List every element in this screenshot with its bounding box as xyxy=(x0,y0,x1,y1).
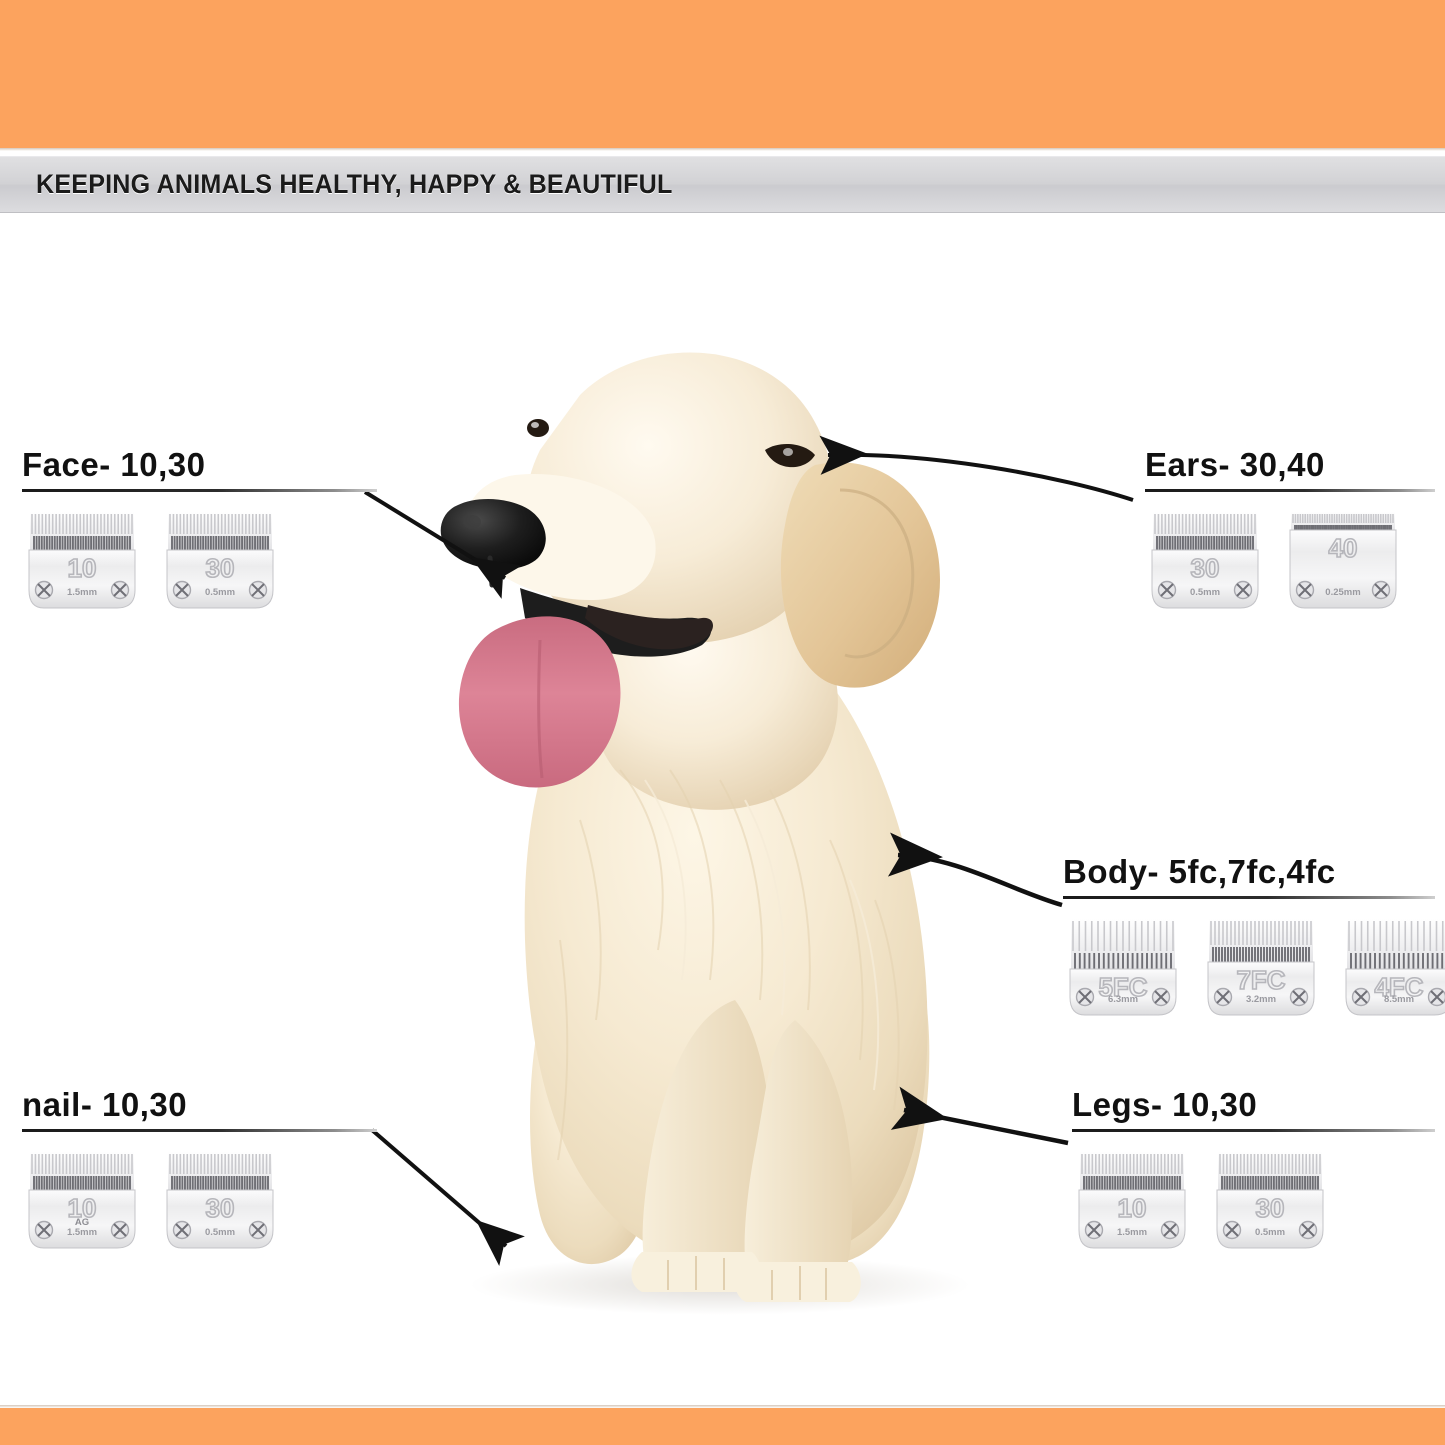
group-face-rule xyxy=(22,488,377,492)
blade-face-30: 30 0.5mm xyxy=(160,508,280,612)
svg-text:40: 40 xyxy=(1329,533,1358,563)
group-body-rule xyxy=(1063,895,1435,899)
top-orange-banner xyxy=(0,0,1445,148)
blade-ears-40: 40 0.25mm xyxy=(1283,508,1403,612)
svg-text:30: 30 xyxy=(1191,553,1220,583)
blade-nail-10: 10 AG 1.5mm xyxy=(22,1148,142,1252)
svg-text:10: 10 xyxy=(1118,1193,1147,1223)
blade-body-5fc: 5FC 6.3mm xyxy=(1063,915,1183,1019)
group-body-blades: 5FC 6.3mm 7FC 3.2mm xyxy=(1063,915,1445,1019)
group-nail-blades: 10 AG 1.5mm 30 0.5mm xyxy=(22,1148,377,1252)
group-ears-title: Ears- 30,40 xyxy=(1145,446,1325,483)
dog-photo xyxy=(420,300,990,1320)
blade-ears-30: 30 0.5mm xyxy=(1145,508,1265,612)
group-legs-blades: 10 1.5mm 30 0.5mm xyxy=(1072,1148,1435,1252)
blade-nail-30: 30 0.5mm xyxy=(160,1148,280,1252)
svg-text:1.5mm: 1.5mm xyxy=(67,587,97,598)
svg-text:3.2mm: 3.2mm xyxy=(1246,994,1276,1005)
svg-text:4FC: 4FC xyxy=(1374,972,1423,1002)
bottom-banner-shadow xyxy=(0,1405,1445,1408)
group-legs-title: Legs- 10,30 xyxy=(1072,1086,1258,1123)
group-face-title: Face- 10,30 xyxy=(22,446,206,483)
group-body: Body- 5fc,7fc,4fc 5FC 6.3mm xyxy=(1063,853,1445,1019)
svg-text:10: 10 xyxy=(68,553,97,583)
svg-text:0.5mm: 0.5mm xyxy=(1255,1227,1285,1238)
svg-text:5FC: 5FC xyxy=(1098,972,1147,1002)
blade-body-4fc: 4FC 8.5mm xyxy=(1339,915,1445,1019)
blade-legs-10: 10 1.5mm xyxy=(1072,1148,1192,1252)
group-nail: nail- 10,30 10 AG 1.5mm xyxy=(22,1086,377,1252)
group-nail-rule xyxy=(22,1128,377,1132)
blade-face-10: 10 1.5mm xyxy=(22,508,142,612)
bottom-orange-banner xyxy=(0,1408,1445,1445)
group-face: Face- 10,30 10 1.5mm xyxy=(22,446,377,612)
svg-text:30: 30 xyxy=(206,1193,235,1223)
group-nail-title: nail- 10,30 xyxy=(22,1086,188,1123)
svg-text:0.5mm: 0.5mm xyxy=(1190,587,1220,598)
svg-text:7FC: 7FC xyxy=(1236,965,1285,995)
svg-text:30: 30 xyxy=(1256,1193,1285,1223)
svg-text:1.5mm: 1.5mm xyxy=(67,1227,97,1238)
group-ears: Ears- 30,40 30 0.5mm xyxy=(1145,446,1435,612)
group-legs: Legs- 10,30 10 1.5mm xyxy=(1072,1086,1435,1252)
svg-text:0.5mm: 0.5mm xyxy=(205,1227,235,1238)
tagline-bar: KEEPING ANIMALS HEALTHY, HAPPY & BEAUTIF… xyxy=(0,156,1445,213)
svg-text:10: 10 xyxy=(68,1193,97,1223)
group-ears-blades: 30 0.5mm 40 0.25mm xyxy=(1145,508,1435,612)
blade-body-7fc: 7FC 3.2mm xyxy=(1201,915,1321,1019)
group-ears-rule xyxy=(1145,488,1435,492)
svg-text:8.5mm: 8.5mm xyxy=(1384,994,1414,1005)
svg-text:AG: AG xyxy=(75,1217,89,1228)
svg-text:0.25mm: 0.25mm xyxy=(1325,587,1360,598)
tagline-text: KEEPING ANIMALS HEALTHY, HAPPY & BEAUTIF… xyxy=(36,169,673,199)
group-legs-rule xyxy=(1072,1128,1435,1132)
svg-text:30: 30 xyxy=(206,553,235,583)
group-face-blades: 10 1.5mm 30 0.5mm xyxy=(22,508,377,612)
group-body-title: Body- 5fc,7fc,4fc xyxy=(1063,853,1336,890)
svg-text:1.5mm: 1.5mm xyxy=(1117,1227,1147,1238)
svg-text:6.3mm: 6.3mm xyxy=(1108,994,1138,1005)
blade-legs-30: 30 0.5mm xyxy=(1210,1148,1330,1252)
svg-text:0.5mm: 0.5mm xyxy=(205,587,235,598)
top-banner-shadow xyxy=(0,148,1445,151)
